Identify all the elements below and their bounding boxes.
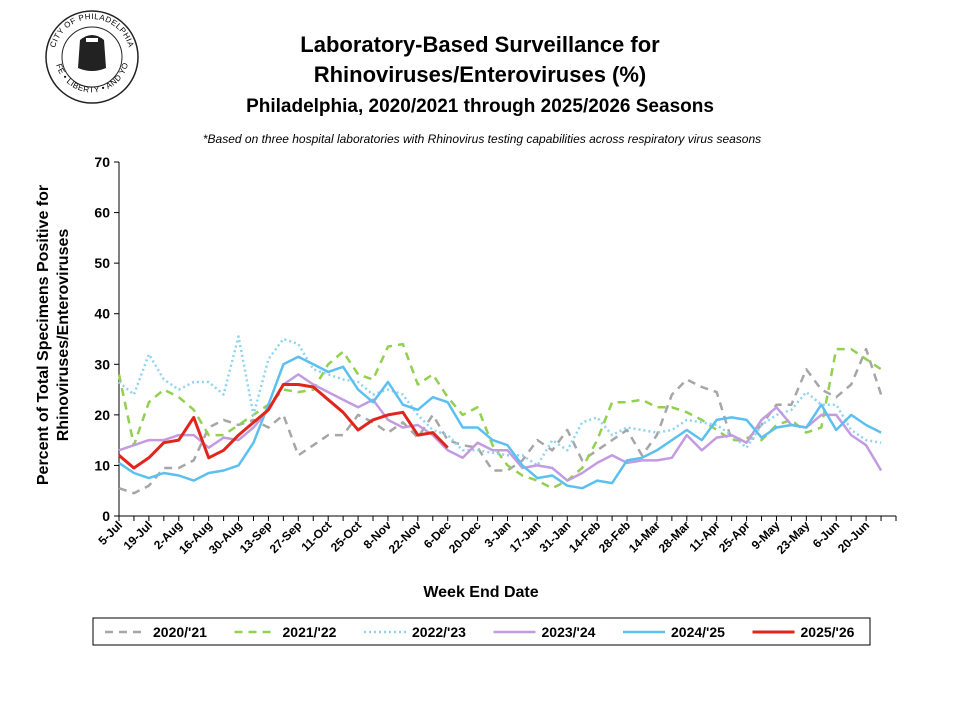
y-tick-label: 30 <box>94 356 110 372</box>
x-tick-label: 22-Nov <box>386 518 424 556</box>
series-line <box>118 355 882 490</box>
x-tick-label: 14-Mar <box>626 518 663 555</box>
chart-subtitle: Philadelphia, 2020/2021 through 2025/202… <box>246 96 714 117</box>
legend-label: 2023/'24 <box>542 624 596 640</box>
x-axis-title: Week End Date <box>423 584 538 601</box>
x-tick-label: 19-Jul <box>121 518 155 552</box>
x-tick-label: 14-Feb <box>566 518 603 555</box>
y-tick-label: 40 <box>94 306 110 322</box>
x-tick-label: 27-Sep <box>267 518 305 556</box>
x-tick-label: 11-Apr <box>686 518 723 555</box>
y-axis-title-2: Rhinoviruses/Enteroviruses <box>55 229 72 442</box>
x-tick-label: 17-Jan <box>507 518 544 555</box>
legend-label: 2022/'23 <box>412 624 466 640</box>
y-tick-label: 20 <box>94 407 110 423</box>
x-tick-label: 11-Oct <box>298 518 334 554</box>
series-line <box>117 342 882 490</box>
x-tick-label: 30-Aug <box>206 518 245 557</box>
y-tick-label: 70 <box>94 154 110 170</box>
x-tick-label: 20-Jun <box>835 518 872 555</box>
x-tick-label: 13-Sep <box>237 518 275 556</box>
x-tick-label: 28-Feb <box>596 518 633 555</box>
legend-label: 2024/'25 <box>671 624 725 640</box>
x-tick-label: 20-Dec <box>446 518 484 556</box>
series-line <box>118 383 449 470</box>
logo: CITY OF PHILADELPHIA LIFE • LIBERTY • AN… <box>0 0 139 104</box>
logo-bell <box>78 35 106 71</box>
y-tick-label: 0 <box>102 508 110 524</box>
y-axis-title: Percent of Total Specimens Positive for <box>35 185 52 485</box>
x-tick-label: 25-Apr <box>716 518 753 555</box>
chart-title: Laboratory-Based Surveillance for <box>300 32 660 57</box>
logo-bell-crack <box>86 38 98 42</box>
logo-inner-ring <box>61 26 123 88</box>
legend-label: 2021/'22 <box>283 624 337 640</box>
legend-label: 2025/'26 <box>801 624 855 640</box>
chart-title-2: Rhinoviruses/Enteroviruses (%) <box>314 62 647 87</box>
x-tick-label: 25-Oct <box>328 518 364 554</box>
y-tick-label: 50 <box>94 255 110 271</box>
series-line <box>118 335 882 467</box>
y-tick-label: 60 <box>94 205 110 221</box>
x-tick-label: 31-Jan <box>537 518 574 555</box>
x-tick-label: 28-Mar <box>656 518 693 555</box>
logo-ring <box>45 10 139 104</box>
chart-note: *Based on three hospital laboratories wi… <box>203 132 761 146</box>
legend-label: 2020/'21 <box>153 624 207 640</box>
legend-box <box>92 617 871 646</box>
series-line <box>118 347 883 495</box>
y-tick-label: 10 <box>94 457 110 473</box>
series-line <box>118 373 883 482</box>
x-tick-label: 23-May <box>774 518 813 557</box>
